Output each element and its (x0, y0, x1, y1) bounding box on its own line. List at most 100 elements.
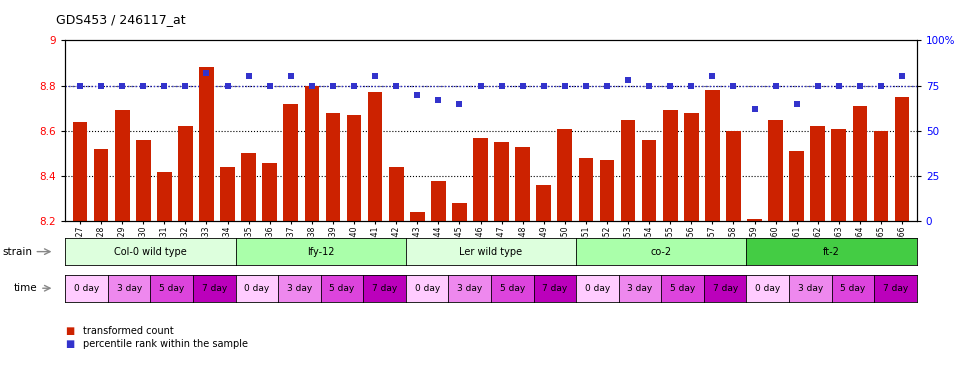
Bar (726, 131, 741, 221)
Bar (347, 115, 361, 221)
Point (895, 74, 910, 79)
Text: co-2: co-2 (651, 247, 672, 257)
Point (241, 74, 256, 79)
Point (599, 83, 614, 89)
Bar (852, 106, 867, 221)
Bar (494, 142, 509, 221)
Text: 7 day: 7 day (202, 284, 227, 293)
Point (662, 83, 678, 89)
Point (620, 77, 636, 83)
Bar (684, 113, 699, 221)
Text: 5 day: 5 day (500, 284, 525, 293)
Text: strain: strain (2, 247, 33, 257)
Text: 5 day: 5 day (329, 284, 354, 293)
Bar (431, 181, 445, 221)
Bar (262, 163, 277, 221)
Text: 0 day: 0 day (756, 284, 780, 293)
Text: 5 day: 5 day (840, 284, 866, 293)
Bar (157, 172, 172, 221)
Bar (600, 160, 614, 221)
Text: 3 day: 3 day (457, 284, 482, 293)
Bar (516, 147, 530, 221)
Text: 3 day: 3 day (287, 284, 312, 293)
Point (641, 83, 657, 89)
Bar (136, 140, 151, 221)
Point (220, 83, 235, 89)
Point (536, 83, 551, 89)
Point (410, 92, 425, 98)
Point (852, 83, 868, 89)
Point (72, 83, 87, 89)
Bar (789, 151, 804, 221)
Point (768, 83, 783, 89)
Bar (220, 167, 235, 221)
Bar (178, 126, 193, 221)
Text: 5 day: 5 day (670, 284, 695, 293)
Point (810, 83, 826, 89)
Point (156, 83, 172, 89)
Point (726, 83, 741, 89)
Point (325, 83, 341, 89)
Text: percentile rank within the sample: percentile rank within the sample (83, 339, 248, 349)
Point (493, 83, 509, 89)
Point (262, 83, 277, 89)
Point (431, 97, 446, 103)
Point (93, 83, 108, 89)
Point (705, 74, 720, 79)
Bar (94, 149, 108, 221)
Bar (662, 111, 678, 221)
Bar (768, 120, 783, 221)
Bar (410, 212, 424, 221)
Text: 7 day: 7 day (372, 284, 397, 293)
Point (684, 83, 699, 89)
Text: ■: ■ (65, 326, 75, 336)
Bar (579, 158, 593, 221)
Bar (874, 131, 888, 221)
Bar (747, 219, 762, 221)
Point (347, 83, 362, 89)
Text: transformed count: transformed count (83, 326, 174, 336)
Text: 7 day: 7 day (883, 284, 908, 293)
Point (578, 83, 593, 89)
Point (831, 83, 847, 89)
Bar (705, 90, 720, 221)
Point (199, 70, 214, 76)
Bar (241, 153, 256, 221)
Bar (641, 140, 657, 221)
Bar (368, 92, 382, 221)
Bar (304, 86, 320, 221)
Point (368, 74, 383, 79)
Point (874, 83, 889, 89)
Text: 7 day: 7 day (712, 284, 738, 293)
Bar (389, 167, 403, 221)
Point (135, 83, 151, 89)
Point (789, 101, 804, 107)
Bar (452, 203, 467, 221)
Point (283, 74, 299, 79)
Point (747, 106, 762, 112)
Bar (558, 128, 572, 221)
Text: 0 day: 0 day (415, 284, 440, 293)
Point (557, 83, 572, 89)
Text: 7 day: 7 day (542, 284, 567, 293)
Bar (473, 138, 488, 221)
Bar (621, 120, 636, 221)
Point (304, 83, 320, 89)
Text: Col-0 wild type: Col-0 wild type (114, 247, 187, 257)
Point (114, 83, 130, 89)
Text: lfy-12: lfy-12 (307, 247, 334, 257)
Text: 0 day: 0 day (585, 284, 611, 293)
Text: 0 day: 0 day (74, 284, 99, 293)
Bar (810, 126, 825, 221)
Bar (283, 104, 299, 221)
Bar (895, 97, 909, 221)
Point (389, 83, 404, 89)
Bar (115, 111, 130, 221)
Bar (537, 185, 551, 221)
Point (473, 83, 489, 89)
Text: ■: ■ (65, 339, 75, 349)
Text: time: time (14, 283, 37, 293)
Point (178, 83, 193, 89)
Bar (73, 122, 87, 221)
Text: 3 day: 3 day (628, 284, 653, 293)
